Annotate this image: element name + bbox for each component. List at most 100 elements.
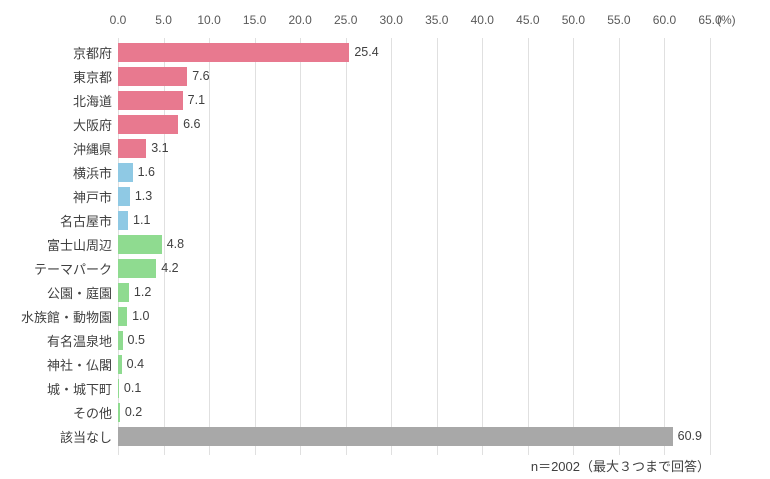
category-label: 水族館・動物園 (20, 309, 112, 325)
gridline (391, 38, 393, 455)
bar-rows: 京都府 25.4 東京都 7.6 北海道 7.1 大阪府 6.6 沖縄県 3.1 横浜市 1.6 神戸市… (0, 40, 710, 448)
bar (118, 354, 122, 374)
category-label: 神社・仏閣 (46, 357, 112, 373)
gridline (436, 38, 438, 455)
bar (118, 234, 162, 254)
gridline (254, 38, 256, 455)
value-label: 0.4 (126, 356, 145, 371)
category-label: 該当なし (59, 429, 112, 445)
gridline (573, 38, 575, 455)
axis-tick-label: 50.0 (561, 13, 586, 27)
bar-track: 25.4 (118, 42, 710, 62)
value-label: 4.8 (166, 236, 185, 251)
bar (118, 258, 157, 278)
bar-track: 1.1 (118, 210, 710, 230)
bar-track: 1.3 (118, 186, 710, 206)
bar (118, 90, 183, 110)
category-label: その他 (72, 405, 112, 421)
bar-track: 3.1 (118, 138, 710, 158)
gridline (345, 38, 347, 455)
bar (118, 330, 123, 350)
axis-tick-label: 25.0 (334, 13, 358, 27)
value-label: 1.0 (132, 308, 150, 323)
gridline (618, 38, 620, 455)
x-axis-ticks: 0.0 5.0 10.0 15.0 20.0 25.0 30.0 35.0 40.0 45.0 50… (110, 13, 722, 29)
value-label: 7.6 (192, 68, 210, 83)
bar-track: 1.2 (118, 282, 710, 302)
bar-track: 4.8 (118, 234, 710, 254)
bar-row: テーマパーク 4.2 (0, 256, 710, 280)
axis-tick-label: 0.0 (109, 13, 127, 27)
category-label: 公園・庭園 (46, 285, 112, 301)
category-label: 城・城下町 (46, 381, 112, 397)
axis-tick-label: 5.0 (155, 13, 172, 27)
gridline (527, 38, 529, 455)
bar-row: 名古屋市 1.1 (0, 208, 710, 232)
category-label: 東京都 (72, 69, 112, 85)
value-label: 60.9 (677, 428, 702, 443)
value-label: 1.1 (133, 212, 151, 227)
bar-row: 大阪府 6.6 (0, 112, 710, 136)
gridline (710, 38, 711, 455)
axis-tick-label: 20.0 (288, 13, 312, 27)
bar-row: 横浜市 1.6 (0, 160, 710, 184)
axis-tick-label: 60.0 (652, 13, 677, 27)
bar-track: 0.4 (118, 354, 710, 374)
gridline (482, 38, 484, 455)
category-label: テーマパーク (33, 261, 112, 277)
bar-track: 7.1 (118, 90, 710, 110)
value-label: 25.4 (354, 44, 379, 59)
category-label: 富士山周辺 (46, 237, 112, 253)
bar (118, 138, 147, 158)
bar-track: 60.9 (118, 426, 710, 446)
bar-row: その他 0.2 (0, 400, 710, 424)
axis-tick-label: 35.0 (425, 13, 449, 27)
axis-tick-label: 10.0 (197, 13, 221, 27)
bar-row: 富士山周辺 4.8 (0, 232, 710, 256)
category-label: 有名温泉地 (46, 333, 112, 349)
bar-row: 城・城下町 0.1 (0, 376, 710, 400)
gridline (300, 38, 302, 455)
axis-tick-label: 45.0 (516, 13, 540, 27)
bar (118, 186, 130, 206)
plot-gridlines (118, 38, 711, 455)
category-label: 京都府 (72, 45, 112, 61)
bar-track: 0.1 (118, 378, 710, 398)
bar-row: 公園・庭園 1.2 (0, 280, 710, 304)
bar-track: 0.2 (118, 402, 710, 422)
bar (118, 162, 133, 182)
category-label: 神戸市 (72, 189, 112, 205)
bar-row: 有名温泉地 0.5 (0, 328, 710, 352)
bar-row: 北海道 7.1 (0, 88, 710, 112)
category-label: 大阪府 (72, 117, 112, 133)
axis-tick-label: 15.0 (242, 13, 267, 27)
value-label: 7.1 (187, 92, 206, 107)
bar (118, 42, 350, 62)
value-label: 1.6 (137, 164, 155, 179)
value-label: 4.2 (161, 260, 179, 275)
category-label: 北海道 (72, 93, 112, 109)
bar-track: 4.2 (118, 258, 710, 278)
bar (118, 402, 120, 422)
value-label: 1.2 (133, 284, 152, 299)
bar-row: 該当なし 60.9 (0, 424, 710, 448)
bar-track: 1.0 (118, 306, 710, 326)
bar (118, 378, 119, 398)
bar (118, 210, 129, 230)
bar-row: 京都府 25.4 (0, 40, 710, 64)
footnote: n＝2002（最大３つまで回答） (530, 459, 710, 474)
axis-unit-label: (%) (717, 13, 736, 27)
value-label: 3.1 (151, 140, 169, 155)
value-label: 0.2 (124, 404, 143, 419)
bar-track: 6.6 (118, 114, 710, 134)
bar-track: 0.5 (118, 330, 710, 350)
value-label: 6.6 (183, 116, 201, 131)
bar (118, 426, 673, 446)
axis-tick-label: 40.0 (470, 13, 494, 27)
value-label: 1.3 (134, 188, 153, 203)
bar-track: 1.6 (118, 162, 710, 182)
bar-row: 神社・仏閣 0.4 (0, 352, 710, 376)
axis-tick-label: 65.0 (698, 13, 722, 27)
bar (118, 306, 128, 326)
